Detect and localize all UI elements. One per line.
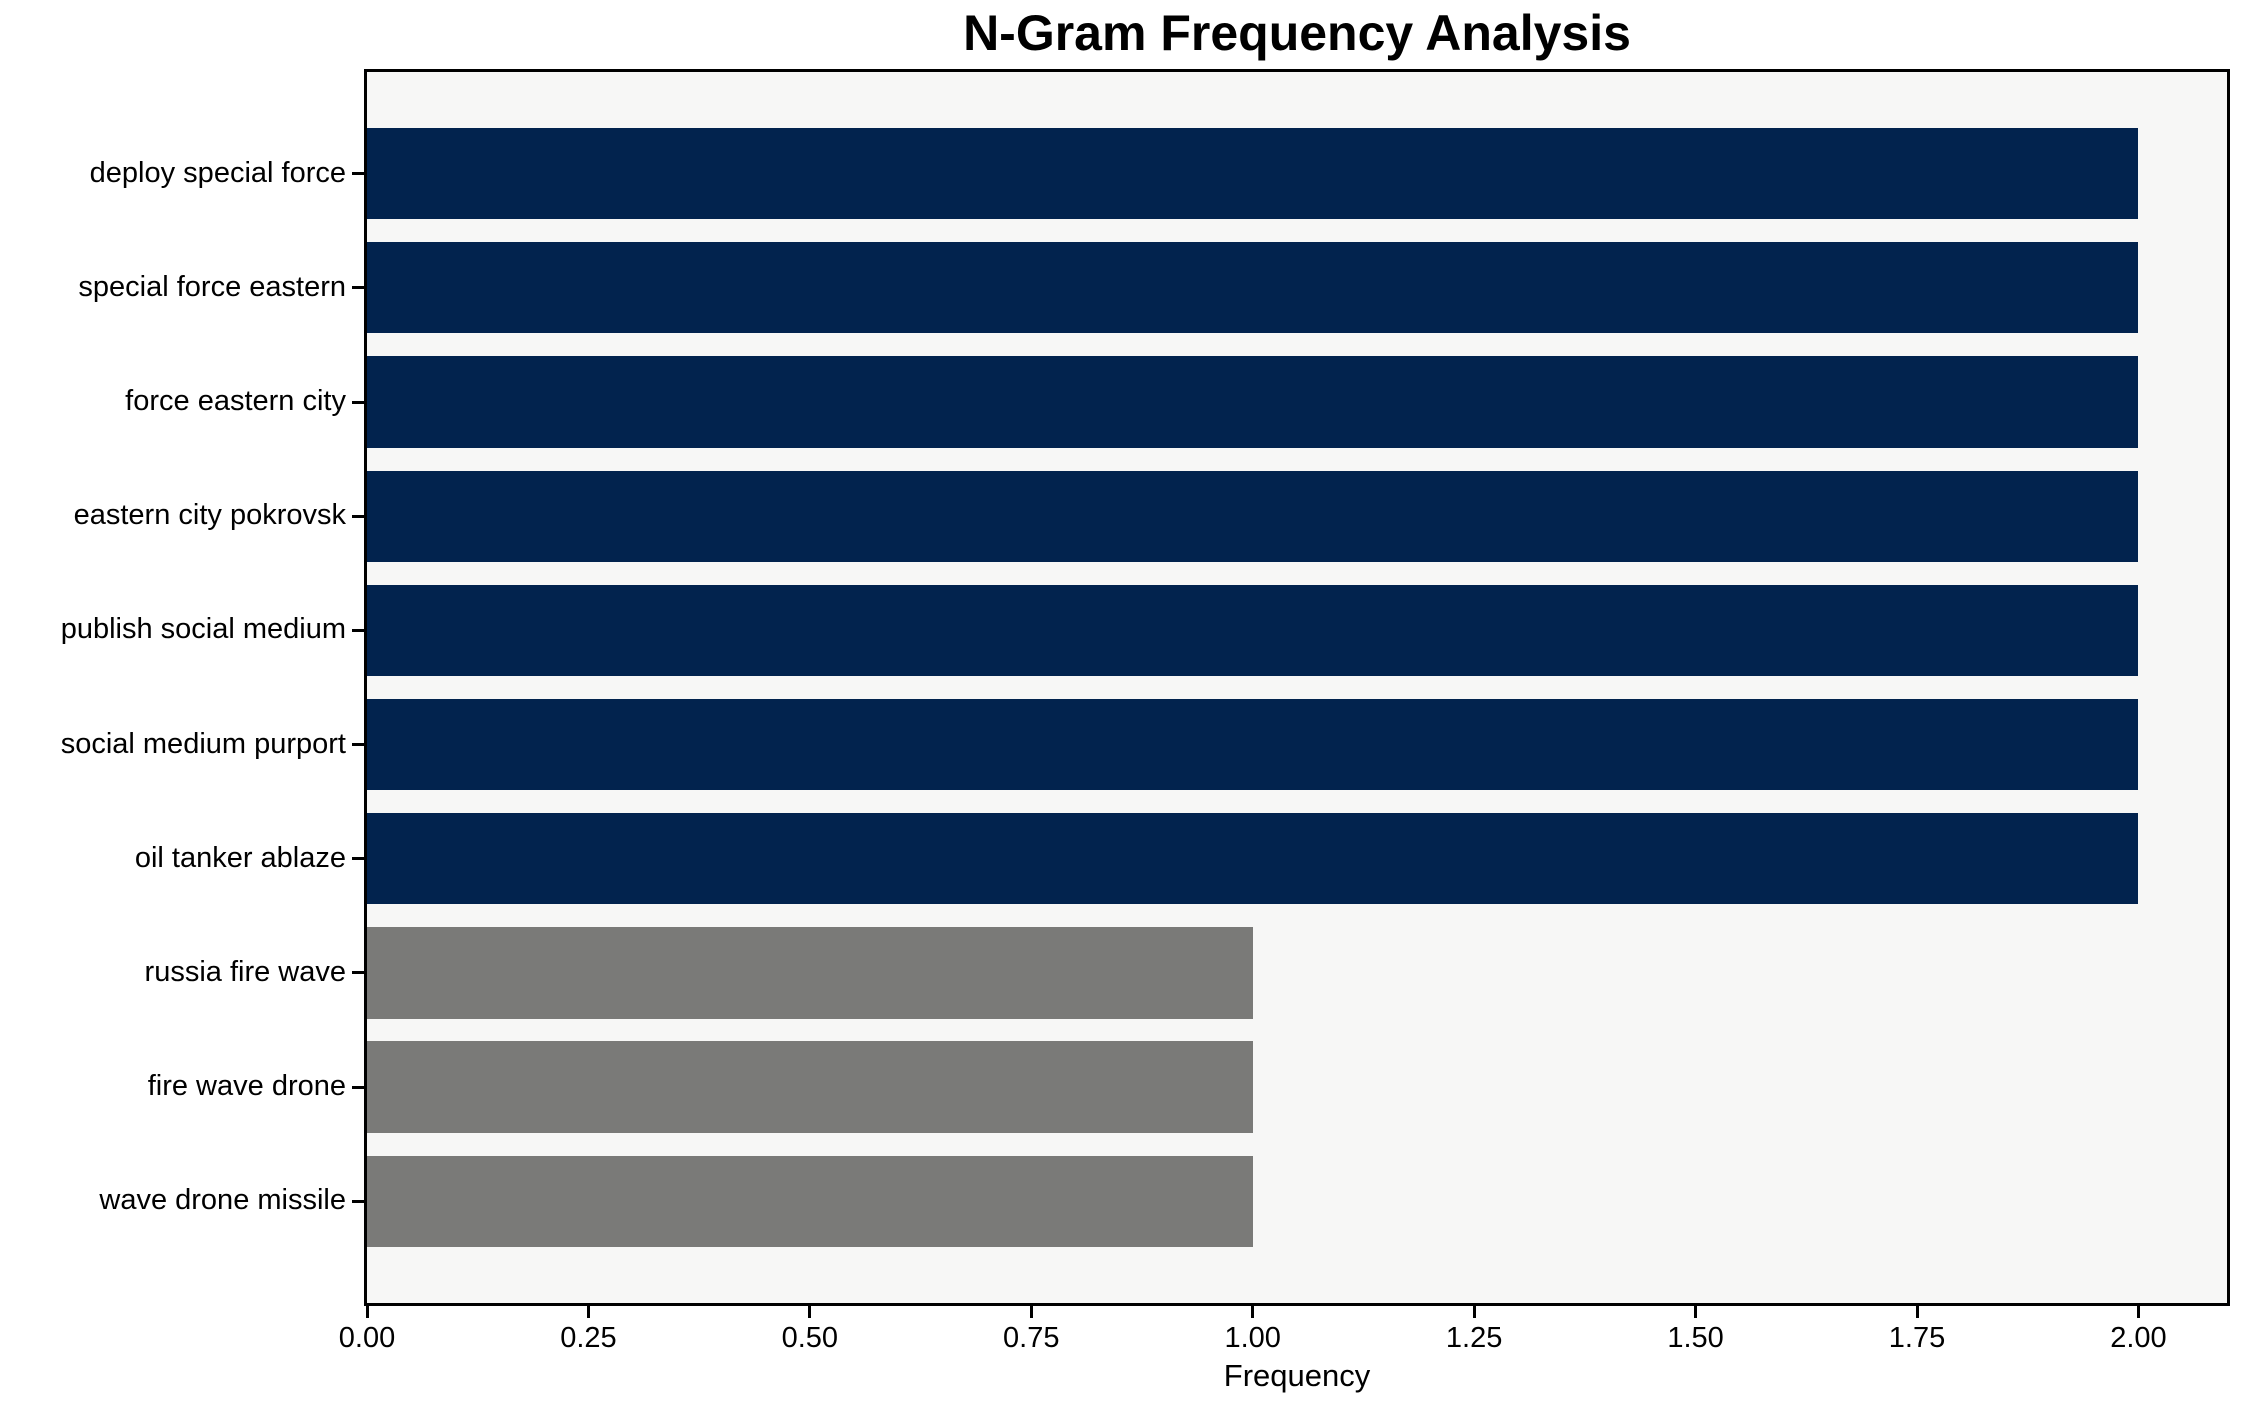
y-tick-mark [352,857,364,861]
y-tick-mark [352,1085,364,1089]
y-tick-mark [352,628,364,632]
bar-fire-wave-drone [367,1041,1253,1133]
bar-oil-tanker-ablaze [367,813,2139,905]
x-tick-label: 0.50 [781,1322,839,1354]
y-tick-mark [352,400,364,404]
y-tick-label: special force eastern [78,270,346,303]
x-tick-label: 1.25 [1445,1322,1503,1354]
y-tick-mark [352,971,364,975]
y-tick-mark [352,514,364,518]
x-tick-mark [365,1306,369,1318]
bar-force-eastern-city [367,356,2139,448]
y-tick-label: eastern city pokrovsk [73,499,346,532]
x-tick-label: 1.50 [1667,1322,1724,1354]
bar-russia-fire-wave [367,927,1253,1019]
x-tick-mark [1915,1306,1919,1318]
plot-area [364,69,2230,1306]
bar-special-force-eastern [367,242,2139,334]
x-tick-label: 0.75 [1003,1322,1060,1354]
bar-eastern-city-pokrovsk [367,470,2139,562]
y-tick-label: deploy special force [89,156,346,189]
x-tick-label: 0.00 [338,1322,396,1354]
y-tick-mark [352,743,364,747]
x-tick-label: 2.00 [2110,1322,2167,1354]
x-tick-label: 0.25 [560,1322,617,1354]
y-tick-mark [352,286,364,290]
bar-publish-social-medium [367,584,2139,677]
y-tick-label: social medium purport [60,727,346,760]
y-tick-label: force eastern city [125,384,346,417]
x-tick-label: 1.75 [1888,1322,1946,1354]
y-tick-label: publish social medium [60,613,346,646]
chart-title: N-Gram Frequency Analysis [963,5,1631,61]
x-tick-mark [808,1306,812,1318]
y-tick-label: wave drone missile [99,1184,346,1217]
x-axis-title: Frequency [1223,1358,1371,1393]
x-tick-mark [2136,1306,2140,1318]
x-tick-mark [1694,1306,1698,1318]
x-tick-label: 1.00 [1224,1322,1281,1354]
x-tick-mark [1472,1306,1476,1318]
y-tick-label: russia fire wave [144,955,346,988]
y-tick-label: fire wave drone [147,1070,346,1103]
y-tick-label: oil tanker ablaze [134,841,346,874]
y-tick-mark [352,1199,364,1203]
bar-social-medium-purport [367,698,2139,791]
x-tick-mark [1251,1306,1255,1318]
bar-deploy-special-force [367,127,2139,220]
x-tick-mark [586,1306,590,1318]
x-tick-mark [1029,1306,1033,1318]
bar-wave-drone-missile [367,1155,1253,1248]
y-tick-mark [352,172,364,176]
